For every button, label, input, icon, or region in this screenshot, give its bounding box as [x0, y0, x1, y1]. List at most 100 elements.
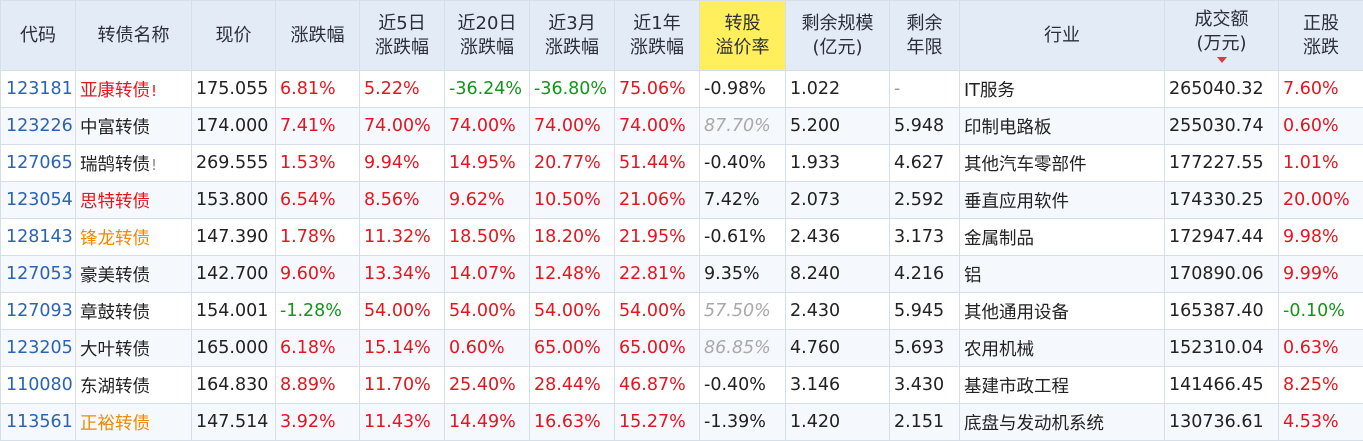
bond-name[interactable]: 东湖转债: [80, 377, 150, 397]
cell-code[interactable]: 110080: [1, 367, 76, 404]
cell-code[interactable]: 128143: [1, 219, 76, 256]
cell-code[interactable]: 123054: [1, 182, 76, 219]
cell-change: 6.81%: [276, 71, 360, 108]
cell-premium: -1.39%: [700, 404, 786, 441]
cell-premium: 86.85%: [700, 330, 786, 367]
cell-name[interactable]: 思特转债: [76, 182, 192, 219]
cell-change: 6.18%: [276, 330, 360, 367]
bond-name[interactable]: 锋龙转债: [80, 229, 150, 249]
cell-volume: 152310.04: [1165, 330, 1279, 367]
col-header-remaining-scale[interactable]: 剩余规模(亿元): [786, 1, 890, 71]
bond-name[interactable]: 思特转债: [80, 192, 150, 212]
col-header-conversion-premium[interactable]: 转股溢价率: [700, 1, 786, 71]
cell-name[interactable]: 章鼓转债: [76, 293, 192, 330]
cell-y1: 46.87%: [615, 367, 700, 404]
cell-name[interactable]: 锋龙转债: [76, 219, 192, 256]
cell-scale: 5.200: [786, 108, 890, 145]
cell-name[interactable]: 东湖转债: [76, 367, 192, 404]
cell-d5: 9.94%: [360, 145, 445, 182]
cell-m3: 74.00%: [530, 108, 615, 145]
cell-d20: 74.00%: [445, 108, 530, 145]
col-header-1y-change[interactable]: 近1年涨跌幅: [615, 1, 700, 71]
col-header-change[interactable]: 涨跌幅: [276, 1, 360, 71]
cell-name[interactable]: 中富转债: [76, 108, 192, 145]
cell-name[interactable]: 豪美转债: [76, 256, 192, 293]
cell-code[interactable]: 123226: [1, 108, 76, 145]
col-header-volume[interactable]: 成交额(万元): [1165, 1, 1279, 71]
cell-y1: 74.00%: [615, 108, 700, 145]
col-header-remaining-years[interactable]: 剩余年限: [890, 1, 960, 71]
col-header-20d-change[interactable]: 近20日涨跌幅: [445, 1, 530, 71]
col-header-industry[interactable]: 行业: [960, 1, 1165, 71]
cell-d5: 13.34%: [360, 256, 445, 293]
cell-years: 5.945: [890, 293, 960, 330]
cell-industry: 垂直应用软件: [960, 182, 1165, 219]
cell-premium: -0.40%: [700, 367, 786, 404]
warning-flag-icon: !: [151, 156, 157, 174]
cell-premium: 7.42%: [700, 182, 786, 219]
cell-d20: 54.00%: [445, 293, 530, 330]
cell-stock: 9.98%: [1279, 219, 1363, 256]
cell-name[interactable]: 大叶转债: [76, 330, 192, 367]
cell-change: 8.89%: [276, 367, 360, 404]
col-header-stock-change[interactable]: 正股涨跌: [1279, 1, 1363, 71]
cell-y1: 51.44%: [615, 145, 700, 182]
cell-change: 6.54%: [276, 182, 360, 219]
cell-d5: 11.32%: [360, 219, 445, 256]
bond-name[interactable]: 瑞鹄转债: [80, 155, 150, 175]
cell-years: 2.592: [890, 182, 960, 219]
cell-scale: 8.240: [786, 256, 890, 293]
col-header-name[interactable]: 转债名称: [76, 1, 192, 71]
cell-code[interactable]: 127065: [1, 145, 76, 182]
cell-d20: 14.95%: [445, 145, 530, 182]
cell-code[interactable]: 123205: [1, 330, 76, 367]
cell-d5: 15.14%: [360, 330, 445, 367]
cell-y1: 75.06%: [615, 71, 700, 108]
cell-d20: 18.50%: [445, 219, 530, 256]
cell-m3: 18.20%: [530, 219, 615, 256]
cell-stock: 4.53%: [1279, 404, 1363, 441]
cell-name[interactable]: 正裕转债: [76, 404, 192, 441]
cell-scale: 1.022: [786, 71, 890, 108]
cell-name[interactable]: 瑞鹄转债!: [76, 145, 192, 182]
cell-code[interactable]: 127053: [1, 256, 76, 293]
cell-code[interactable]: 123181: [1, 71, 76, 108]
cell-price: 164.830: [192, 367, 276, 404]
bond-name[interactable]: 中富转债: [80, 118, 150, 138]
cell-code[interactable]: 127093: [1, 293, 76, 330]
cell-code[interactable]: 113561: [1, 404, 76, 441]
sort-desc-icon[interactable]: [1217, 57, 1227, 63]
cell-name[interactable]: 亚康转债!: [76, 71, 192, 108]
bond-name[interactable]: 正裕转债: [80, 414, 150, 434]
cell-industry: 基建市政工程: [960, 367, 1165, 404]
cell-volume: 130736.61: [1165, 404, 1279, 441]
cell-stock: 1.01%: [1279, 145, 1363, 182]
cell-industry: IT服务: [960, 71, 1165, 108]
cell-scale: 2.436: [786, 219, 890, 256]
cell-price: 153.800: [192, 182, 276, 219]
col-header-3m-change[interactable]: 近3月涨跌幅: [530, 1, 615, 71]
col-header-code[interactable]: 代码: [1, 1, 76, 71]
bond-name[interactable]: 大叶转债: [80, 340, 150, 360]
cell-scale: 3.146: [786, 367, 890, 404]
col-header-5d-change[interactable]: 近5日涨跌幅: [360, 1, 445, 71]
cell-years: 2.151: [890, 404, 960, 441]
cell-change: -1.28%: [276, 293, 360, 330]
cell-stock: 20.00%: [1279, 182, 1363, 219]
bond-name[interactable]: 亚康转债: [80, 81, 150, 101]
cell-m3: 54.00%: [530, 293, 615, 330]
cell-volume: 170890.06: [1165, 256, 1279, 293]
bond-name[interactable]: 豪美转债: [80, 266, 150, 286]
bond-name[interactable]: 章鼓转债: [80, 303, 150, 323]
col-header-price[interactable]: 现价: [192, 1, 276, 71]
